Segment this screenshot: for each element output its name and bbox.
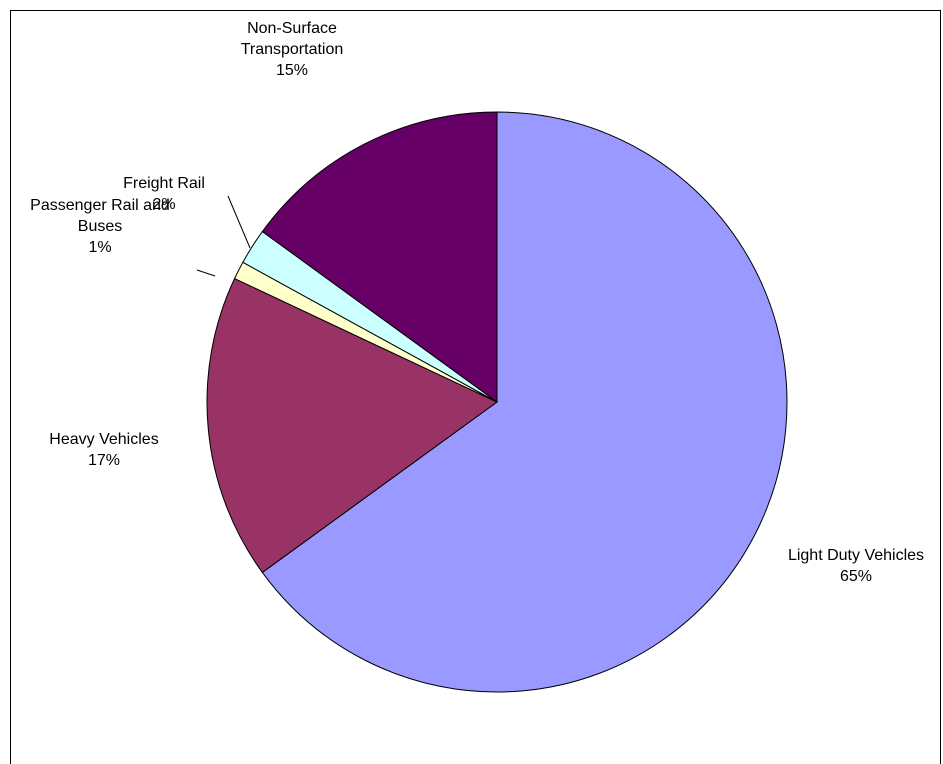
slice-name-label: Non-Surface	[247, 20, 337, 37]
slice-label-passenger-rail-and-buses: Passenger Rail and Buses 1%	[30, 197, 170, 256]
slice-labels: Light Duty Vehicles 65% Heavy Vehicles 17% P…	[30, 20, 924, 585]
slice-name-label: Freight Rail	[123, 175, 205, 192]
slice-name-label: Buses	[78, 218, 122, 235]
leader-line-freight-rail	[227, 195, 251, 249]
slice-percent-label: 1%	[88, 239, 111, 256]
slice-name-label: Heavy Vehicles	[49, 431, 158, 448]
slice-label-heavy-vehicles: Heavy Vehicles 17%	[49, 431, 158, 469]
slice-percent-label: 2%	[152, 196, 175, 213]
pie-slices	[206, 111, 788, 693]
slice-label-light-duty-vehicles: Light Duty Vehicles 65%	[788, 547, 924, 585]
slice-label-non-surface-transportation: Non-Surface Transportation 15%	[241, 20, 344, 79]
leader-lines	[196, 195, 251, 277]
pie-slice-light-duty-vehicles	[261, 111, 788, 693]
leader-line-passenger-rail-and-buses	[196, 269, 216, 277]
slice-percent-label: 15%	[276, 62, 308, 79]
slice-name-label: Transportation	[241, 41, 344, 58]
chart-frame	[10, 10, 941, 764]
slice-name-label: Passenger Rail and	[30, 197, 170, 214]
slice-percent-label: 65%	[840, 568, 872, 585]
slice-percent-label: 17%	[88, 452, 120, 469]
slice-name-label: Light Duty Vehicles	[788, 547, 924, 564]
pie-slice-non-surface-transportation	[261, 111, 498, 403]
slice-label-freight-rail: Freight Rail 2%	[123, 175, 205, 213]
pie-slice-heavy-vehicles	[206, 277, 498, 574]
